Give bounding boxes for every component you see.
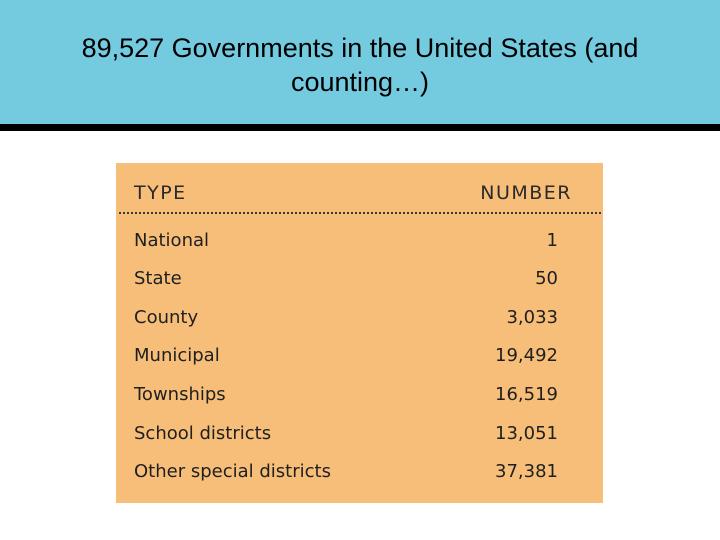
table-row-national: National 1 [116,226,603,256]
row-number-value: 37,381 [495,461,558,482]
row-type-label: State [134,268,182,289]
row-number-value: 16,519 [495,384,558,405]
government-types-table: TYPE NUMBER National 1 State 50 County 3… [116,163,603,503]
row-number-value: 3,033 [506,307,558,328]
row-type-label: County [134,307,199,328]
table-row-county: County 3,033 [116,303,603,333]
table-row-townships: Townships 16,519 [116,380,603,410]
dotted-divider [119,212,601,214]
row-type-label: Other special districts [134,461,331,482]
row-type-label: National [134,230,210,251]
row-type-label: Municipal [134,345,220,366]
table-row-other-special-districts: Other special districts 37,381 [116,457,603,487]
row-number-value: 50 [535,268,558,289]
row-number-value: 13,051 [495,423,558,444]
title-band: 89,527 Governments in the United States … [0,0,720,124]
row-number-value: 19,492 [495,345,558,366]
row-type-label: School districts [134,423,272,444]
table-row-school-districts: School districts 13,051 [116,419,603,449]
row-number-value: 1 [546,230,558,251]
slide-title: 89,527 Governments in the United States … [81,33,639,97]
column-header-number: NUMBER [480,182,572,204]
table-row-municipal: Municipal 19,492 [116,341,603,371]
row-type-label: Townships [134,384,226,405]
title-divider [0,124,720,131]
column-header-type: TYPE [134,182,187,204]
table-row-state: State 50 [116,264,603,294]
